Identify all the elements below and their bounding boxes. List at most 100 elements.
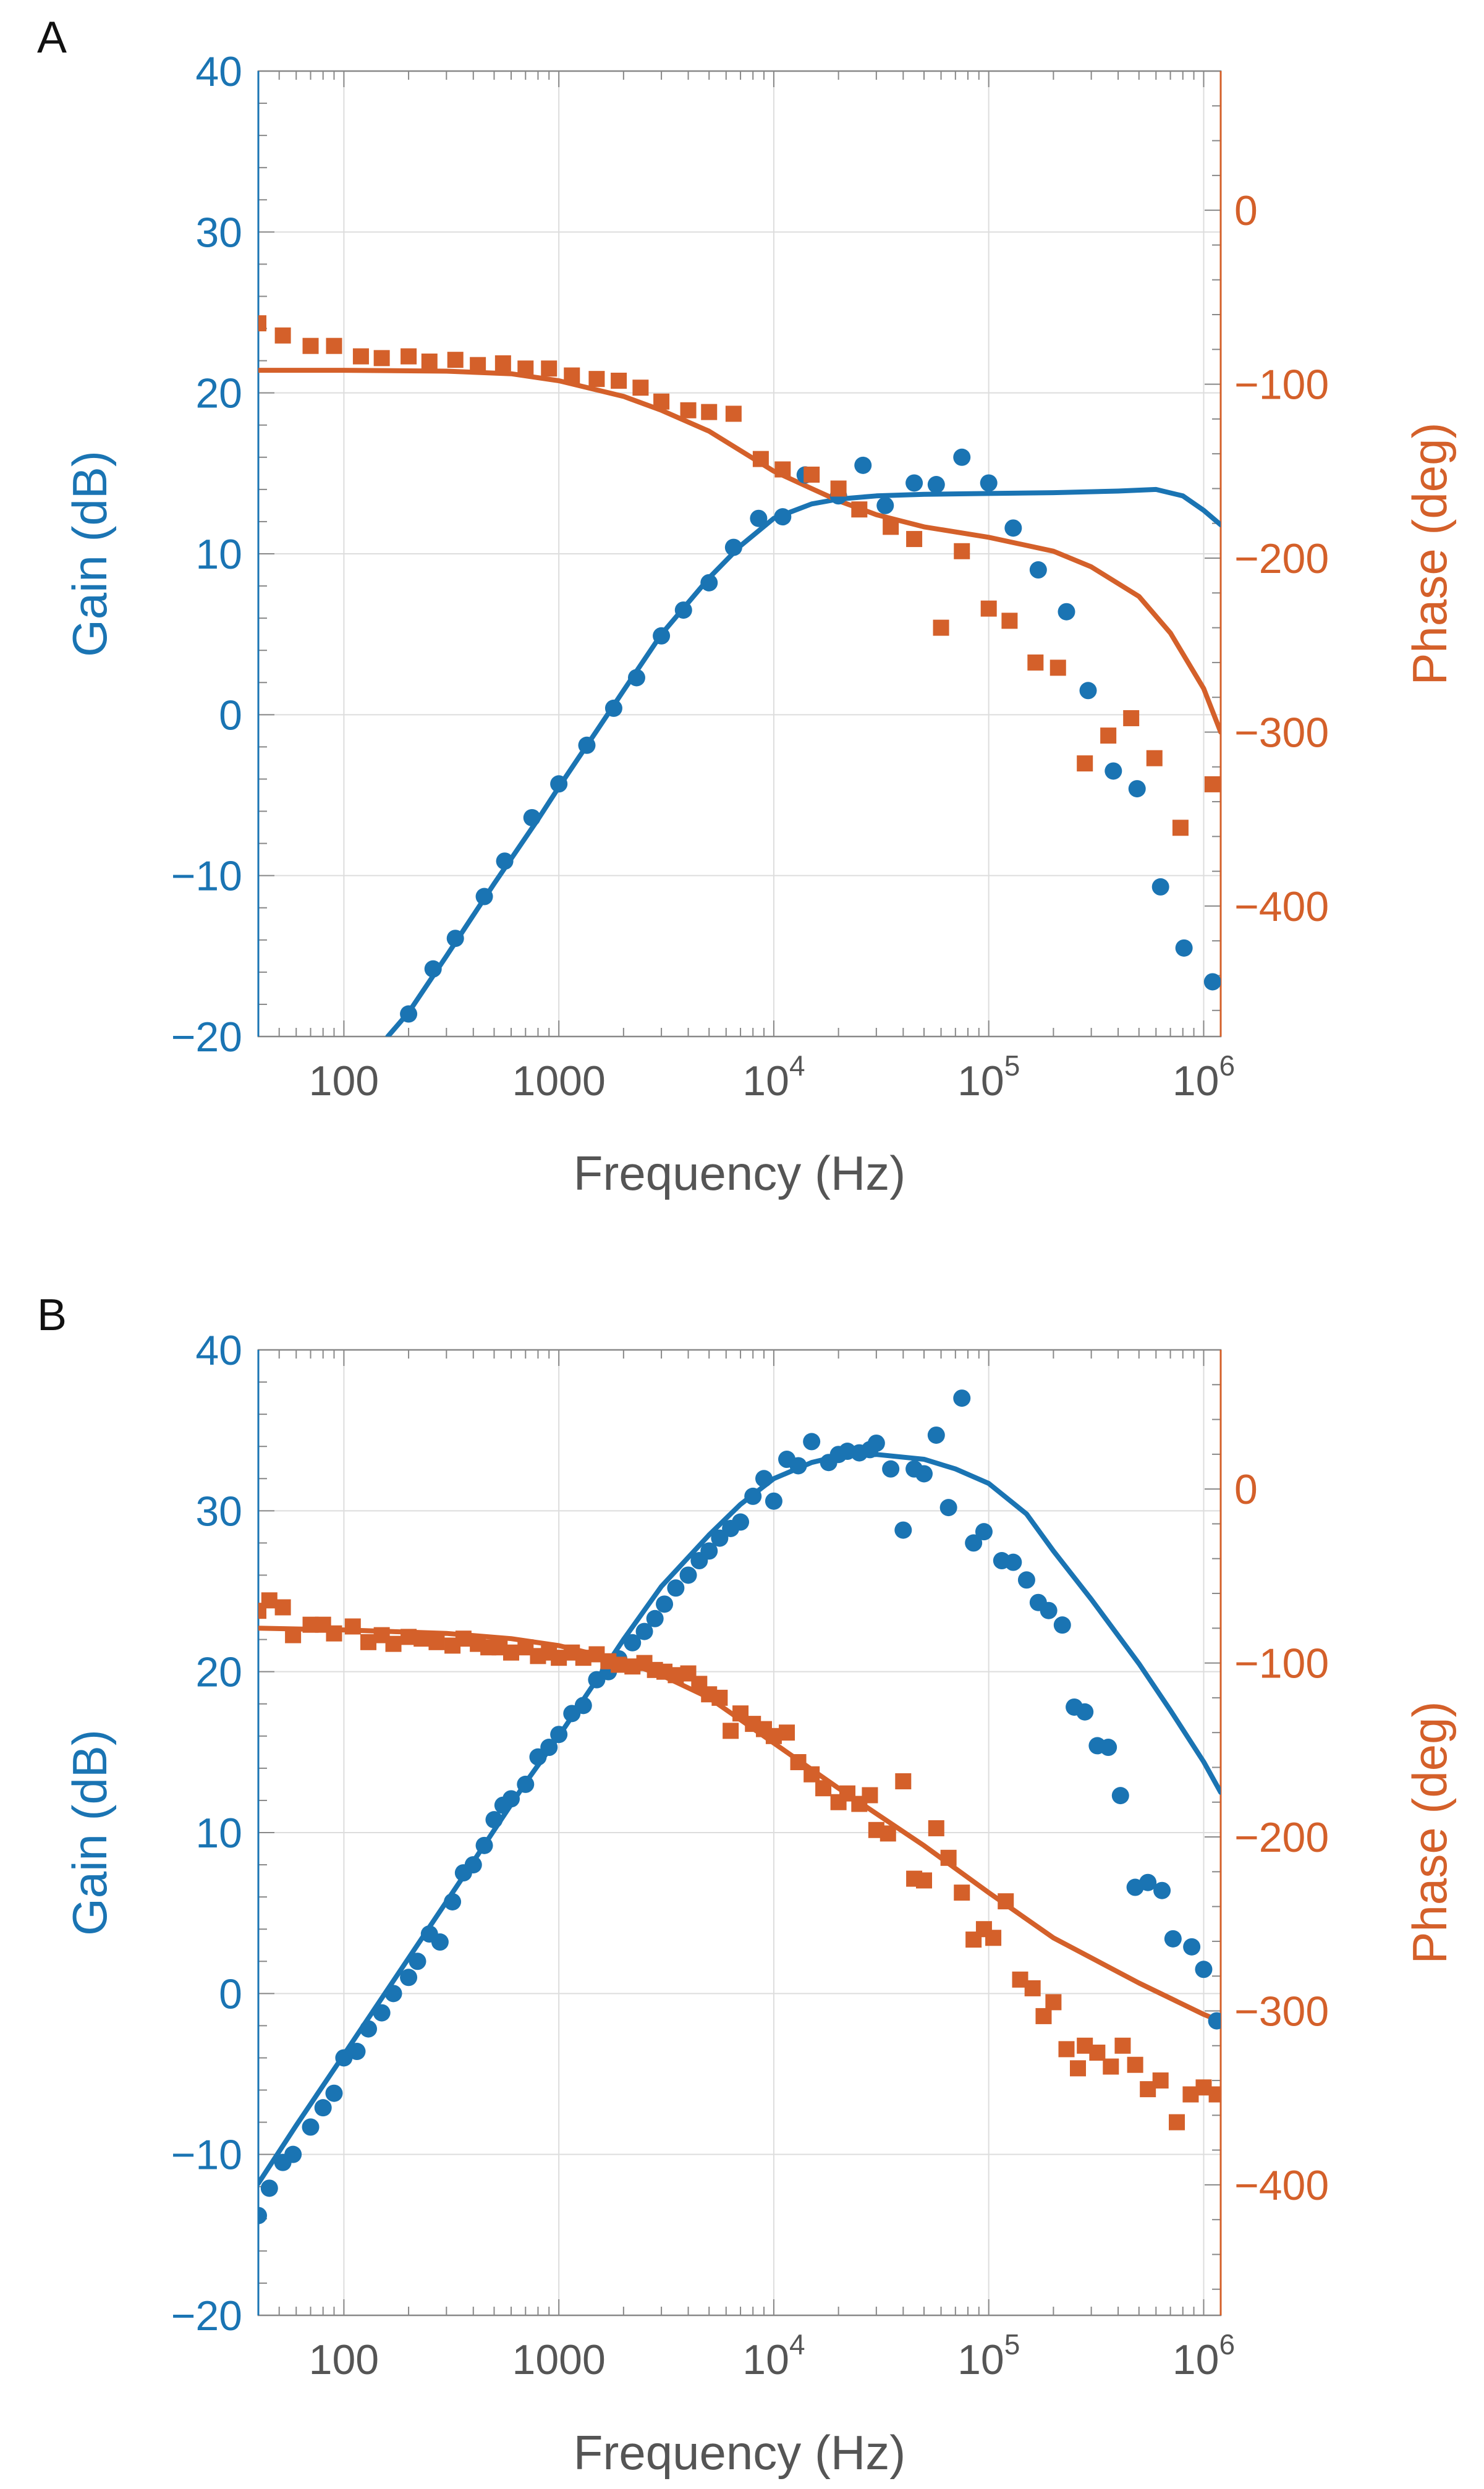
- x-tick-label: 1000: [512, 2336, 606, 2383]
- phase-measured-point: [541, 360, 558, 377]
- phase-measured-point: [815, 1780, 832, 1797]
- gain-measured-point: [635, 1622, 653, 1640]
- phase-measured-point: [985, 1930, 1002, 1946]
- phase-measured-point: [1204, 776, 1221, 792]
- gain-measured-point: [1153, 1881, 1171, 1899]
- grid: [258, 1350, 1221, 2315]
- gain-measured-point: [1029, 561, 1047, 579]
- phase-measured-point: [830, 480, 847, 497]
- gain-measured-point: [750, 509, 768, 527]
- x-tick-label: 104: [742, 1049, 805, 1105]
- phase-measured-point: [711, 1689, 728, 1706]
- gain-measured-point: [755, 1470, 773, 1488]
- y-tick-label-left: 40: [195, 48, 242, 95]
- phase-measured-point: [954, 1885, 970, 1901]
- phase-measured-point: [494, 355, 511, 371]
- phase-measured-point: [779, 1724, 795, 1741]
- phase-measured-point: [261, 1592, 278, 1609]
- phase-measured-point: [653, 393, 670, 410]
- gain-measured-point: [550, 1726, 568, 1744]
- phase-measured-point: [1045, 1994, 1062, 2011]
- x-tick-label-base: 100: [309, 1058, 379, 1105]
- gain-measured-point: [927, 476, 945, 494]
- phase-measured-point: [880, 1825, 896, 1842]
- phase-measured-point: [1127, 2056, 1143, 2073]
- phase-measured-point: [701, 404, 718, 420]
- gain-measured-point: [1208, 2012, 1221, 2030]
- gain-measured-point: [1151, 878, 1169, 896]
- phase-measured-point: [883, 519, 899, 535]
- phase-measured-point: [928, 1820, 944, 1836]
- phase-measured-point: [258, 315, 266, 332]
- gain-measured-point: [915, 1465, 933, 1483]
- x-tick-label-exponent: 5: [1004, 2328, 1020, 2360]
- data-area: [258, 315, 1221, 1037]
- y-tick-label-left: 30: [195, 209, 242, 256]
- gain-measured-point: [1017, 1571, 1035, 1589]
- y-tick-label-left: −10: [171, 853, 242, 900]
- gain-measured-point: [475, 1836, 493, 1854]
- gain-measured-point: [1053, 1616, 1071, 1634]
- gain-measured-point: [1111, 1787, 1129, 1805]
- x-tick-label: 106: [1172, 1049, 1235, 1105]
- x-tick-label-base: 100: [309, 2336, 379, 2383]
- y-tick-label-right: −400: [1234, 883, 1329, 930]
- gain-measured-point: [700, 574, 718, 592]
- y-tick-label-left: 20: [195, 1649, 242, 1696]
- phase-measured-point: [326, 1625, 342, 1642]
- phase-measured-point: [428, 1634, 445, 1650]
- gain-measured-point: [475, 888, 493, 905]
- y-tick-label-right: −100: [1234, 1640, 1329, 1687]
- gain-measured-point: [1164, 1930, 1182, 1948]
- panel-label: A: [37, 13, 67, 62]
- gain-measured-point: [679, 1566, 697, 1584]
- phase-measured-point: [1152, 2072, 1169, 2089]
- data-area: [258, 1389, 1221, 2224]
- phase-measured-point: [421, 354, 438, 370]
- phase-measured-point: [862, 1787, 878, 1804]
- gain-measured-point: [1139, 1873, 1157, 1891]
- phase-measured-point: [1058, 2041, 1075, 2058]
- x-tick-label-base: 10: [742, 2336, 789, 2383]
- phase-measured-point: [954, 543, 970, 559]
- y-axis-title-right: Phase (deg): [1402, 1702, 1457, 1964]
- gain-measured-point: [260, 2179, 278, 2197]
- phase-measured-point: [1114, 2037, 1131, 2054]
- gain-measured-point: [424, 960, 442, 978]
- gain-measured-point: [578, 736, 596, 754]
- phase-measured-point: [401, 348, 417, 365]
- phase-measured-point: [564, 367, 580, 384]
- x-tick-label: 100: [309, 1058, 379, 1105]
- x-tick-label-base: 10: [742, 1058, 789, 1105]
- phase-measured-point: [723, 1723, 739, 1739]
- phase-measured-point: [803, 466, 820, 483]
- phase-measured-point: [933, 619, 949, 636]
- gain-measured-point: [882, 1460, 900, 1478]
- gain-measured-point: [624, 1634, 642, 1652]
- gain-measured-point: [1079, 682, 1097, 700]
- gain-measured-point: [854, 456, 872, 474]
- y-tick-label-left: 30: [195, 1488, 242, 1535]
- phase-measured-point: [680, 402, 697, 418]
- x-tick-label-exponent: 6: [1219, 2328, 1235, 2360]
- gain-measured-point: [927, 1426, 945, 1444]
- phase-measured-point: [326, 337, 342, 354]
- phase-measured-point: [385, 1635, 402, 1652]
- y-tick-label-right: −200: [1234, 1814, 1329, 1861]
- x-tick-label-base: 10: [1172, 1058, 1219, 1105]
- y-tick-label-left: −20: [171, 2292, 242, 2339]
- phase-measured-point: [1123, 710, 1140, 726]
- gain-measured-point: [953, 448, 971, 466]
- gain-measured-point: [517, 1775, 535, 1793]
- gain-measured-point: [656, 1595, 674, 1613]
- gain-measured-point: [1100, 1739, 1117, 1757]
- phase-measured-point: [274, 327, 291, 344]
- gain-measured-point: [1128, 780, 1146, 798]
- phase-measured-point: [373, 350, 390, 367]
- phase-measured-point: [1100, 727, 1117, 744]
- phase-measured-point: [274, 1599, 291, 1616]
- phase-measured-point: [940, 1849, 957, 1866]
- phase-measured-point: [1001, 613, 1018, 629]
